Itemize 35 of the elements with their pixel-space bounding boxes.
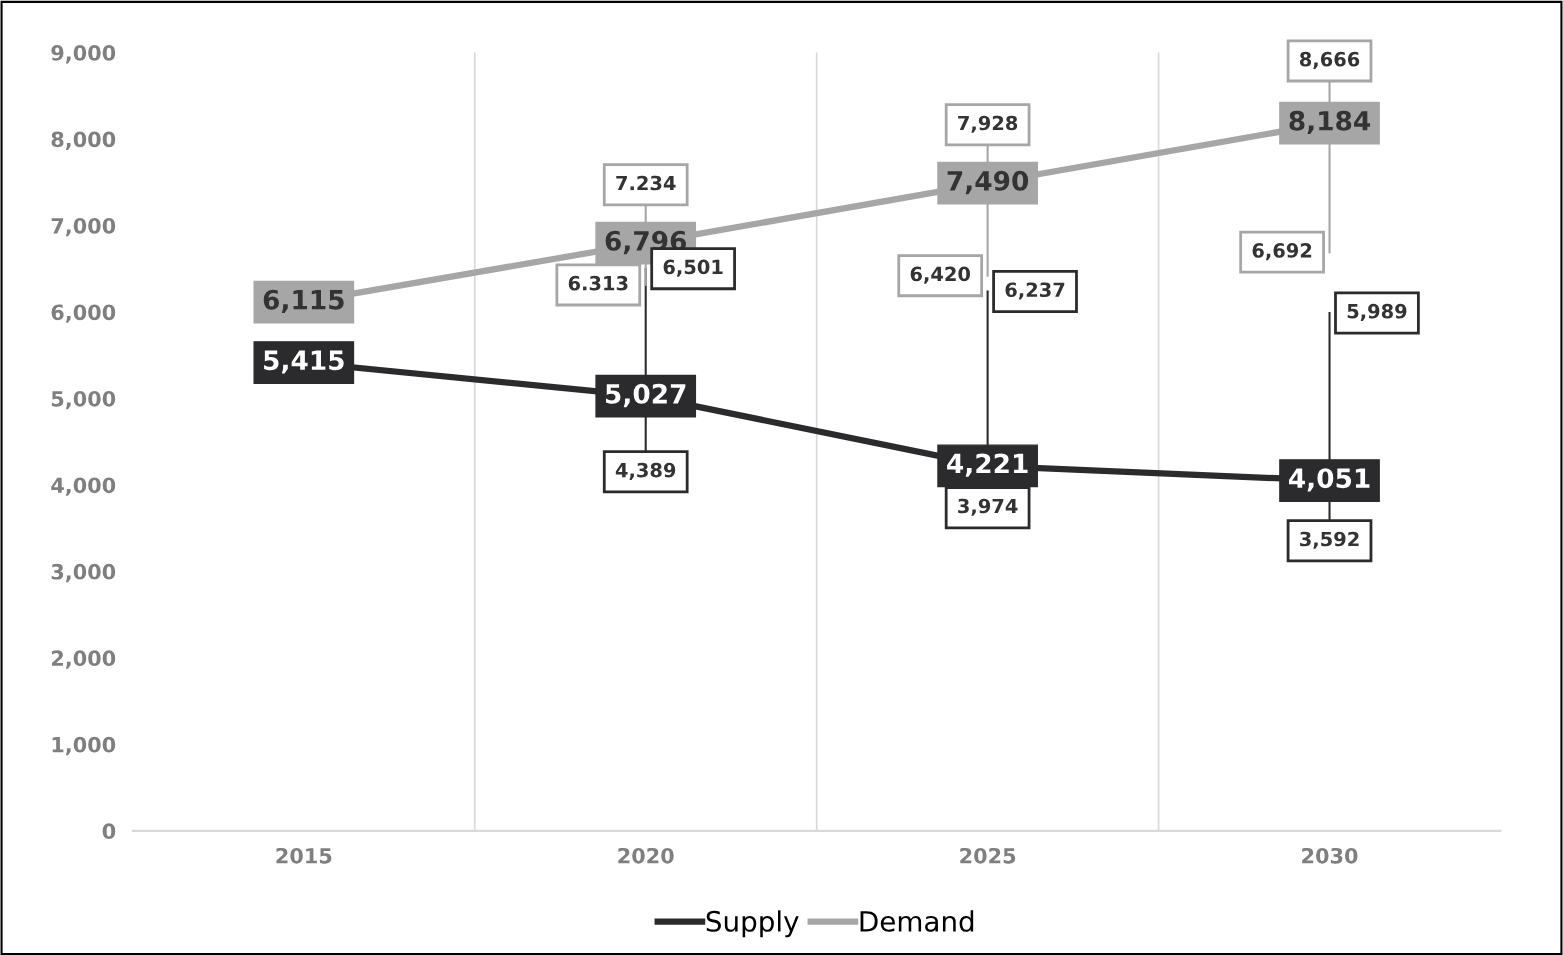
legend-label: Supply xyxy=(706,910,799,938)
x-tick-label: 2020 xyxy=(618,847,674,864)
y-tick-label: 5,000 xyxy=(51,390,116,410)
annotation: 3,974 xyxy=(958,498,1018,516)
y-tick-label: 3,000 xyxy=(51,563,116,583)
data-label: 4,051 xyxy=(1288,468,1370,492)
x-tick-label: 2030 xyxy=(1302,847,1358,864)
annotation: 6.313 xyxy=(568,275,628,291)
annotation: 3,592 xyxy=(1300,531,1359,549)
data-label: 4,221 xyxy=(947,453,1028,477)
x-tick-label: 2015 xyxy=(276,847,332,864)
legend-label: Demand xyxy=(860,910,974,932)
data-label: 5,415 xyxy=(264,350,344,374)
data-label: 6,115 xyxy=(263,289,344,314)
annotation: 5,989 xyxy=(1347,303,1407,322)
y-tick-label: 7,000 xyxy=(51,217,116,237)
y-tick-label: 1,000 xyxy=(52,736,116,756)
annotation: 7,928 xyxy=(958,115,1018,133)
data-label: 8,184 xyxy=(1289,110,1371,135)
y-tick-label: 8,000 xyxy=(51,131,116,150)
data-label: 7,490 xyxy=(947,170,1029,195)
y-tick-label: 0 xyxy=(102,823,116,840)
x-tick-label: 2025 xyxy=(960,847,1016,864)
annotation: 6,501 xyxy=(663,259,723,277)
y-tick-label: 4,000 xyxy=(51,477,116,496)
annotation: 7.234 xyxy=(616,175,676,191)
annotation: 6,692 xyxy=(1252,243,1312,261)
annotation: 6,420 xyxy=(910,266,971,284)
annotation: 6,237 xyxy=(1005,282,1065,300)
data-label: 5,027 xyxy=(606,383,686,408)
annotation: 8,666 xyxy=(1299,51,1360,70)
y-tick-label: 2,000 xyxy=(51,650,116,669)
y-tick-label: 6,000 xyxy=(51,304,116,323)
y-tick-label: 9,000 xyxy=(51,44,116,64)
annotation: 4,389 xyxy=(615,462,676,480)
